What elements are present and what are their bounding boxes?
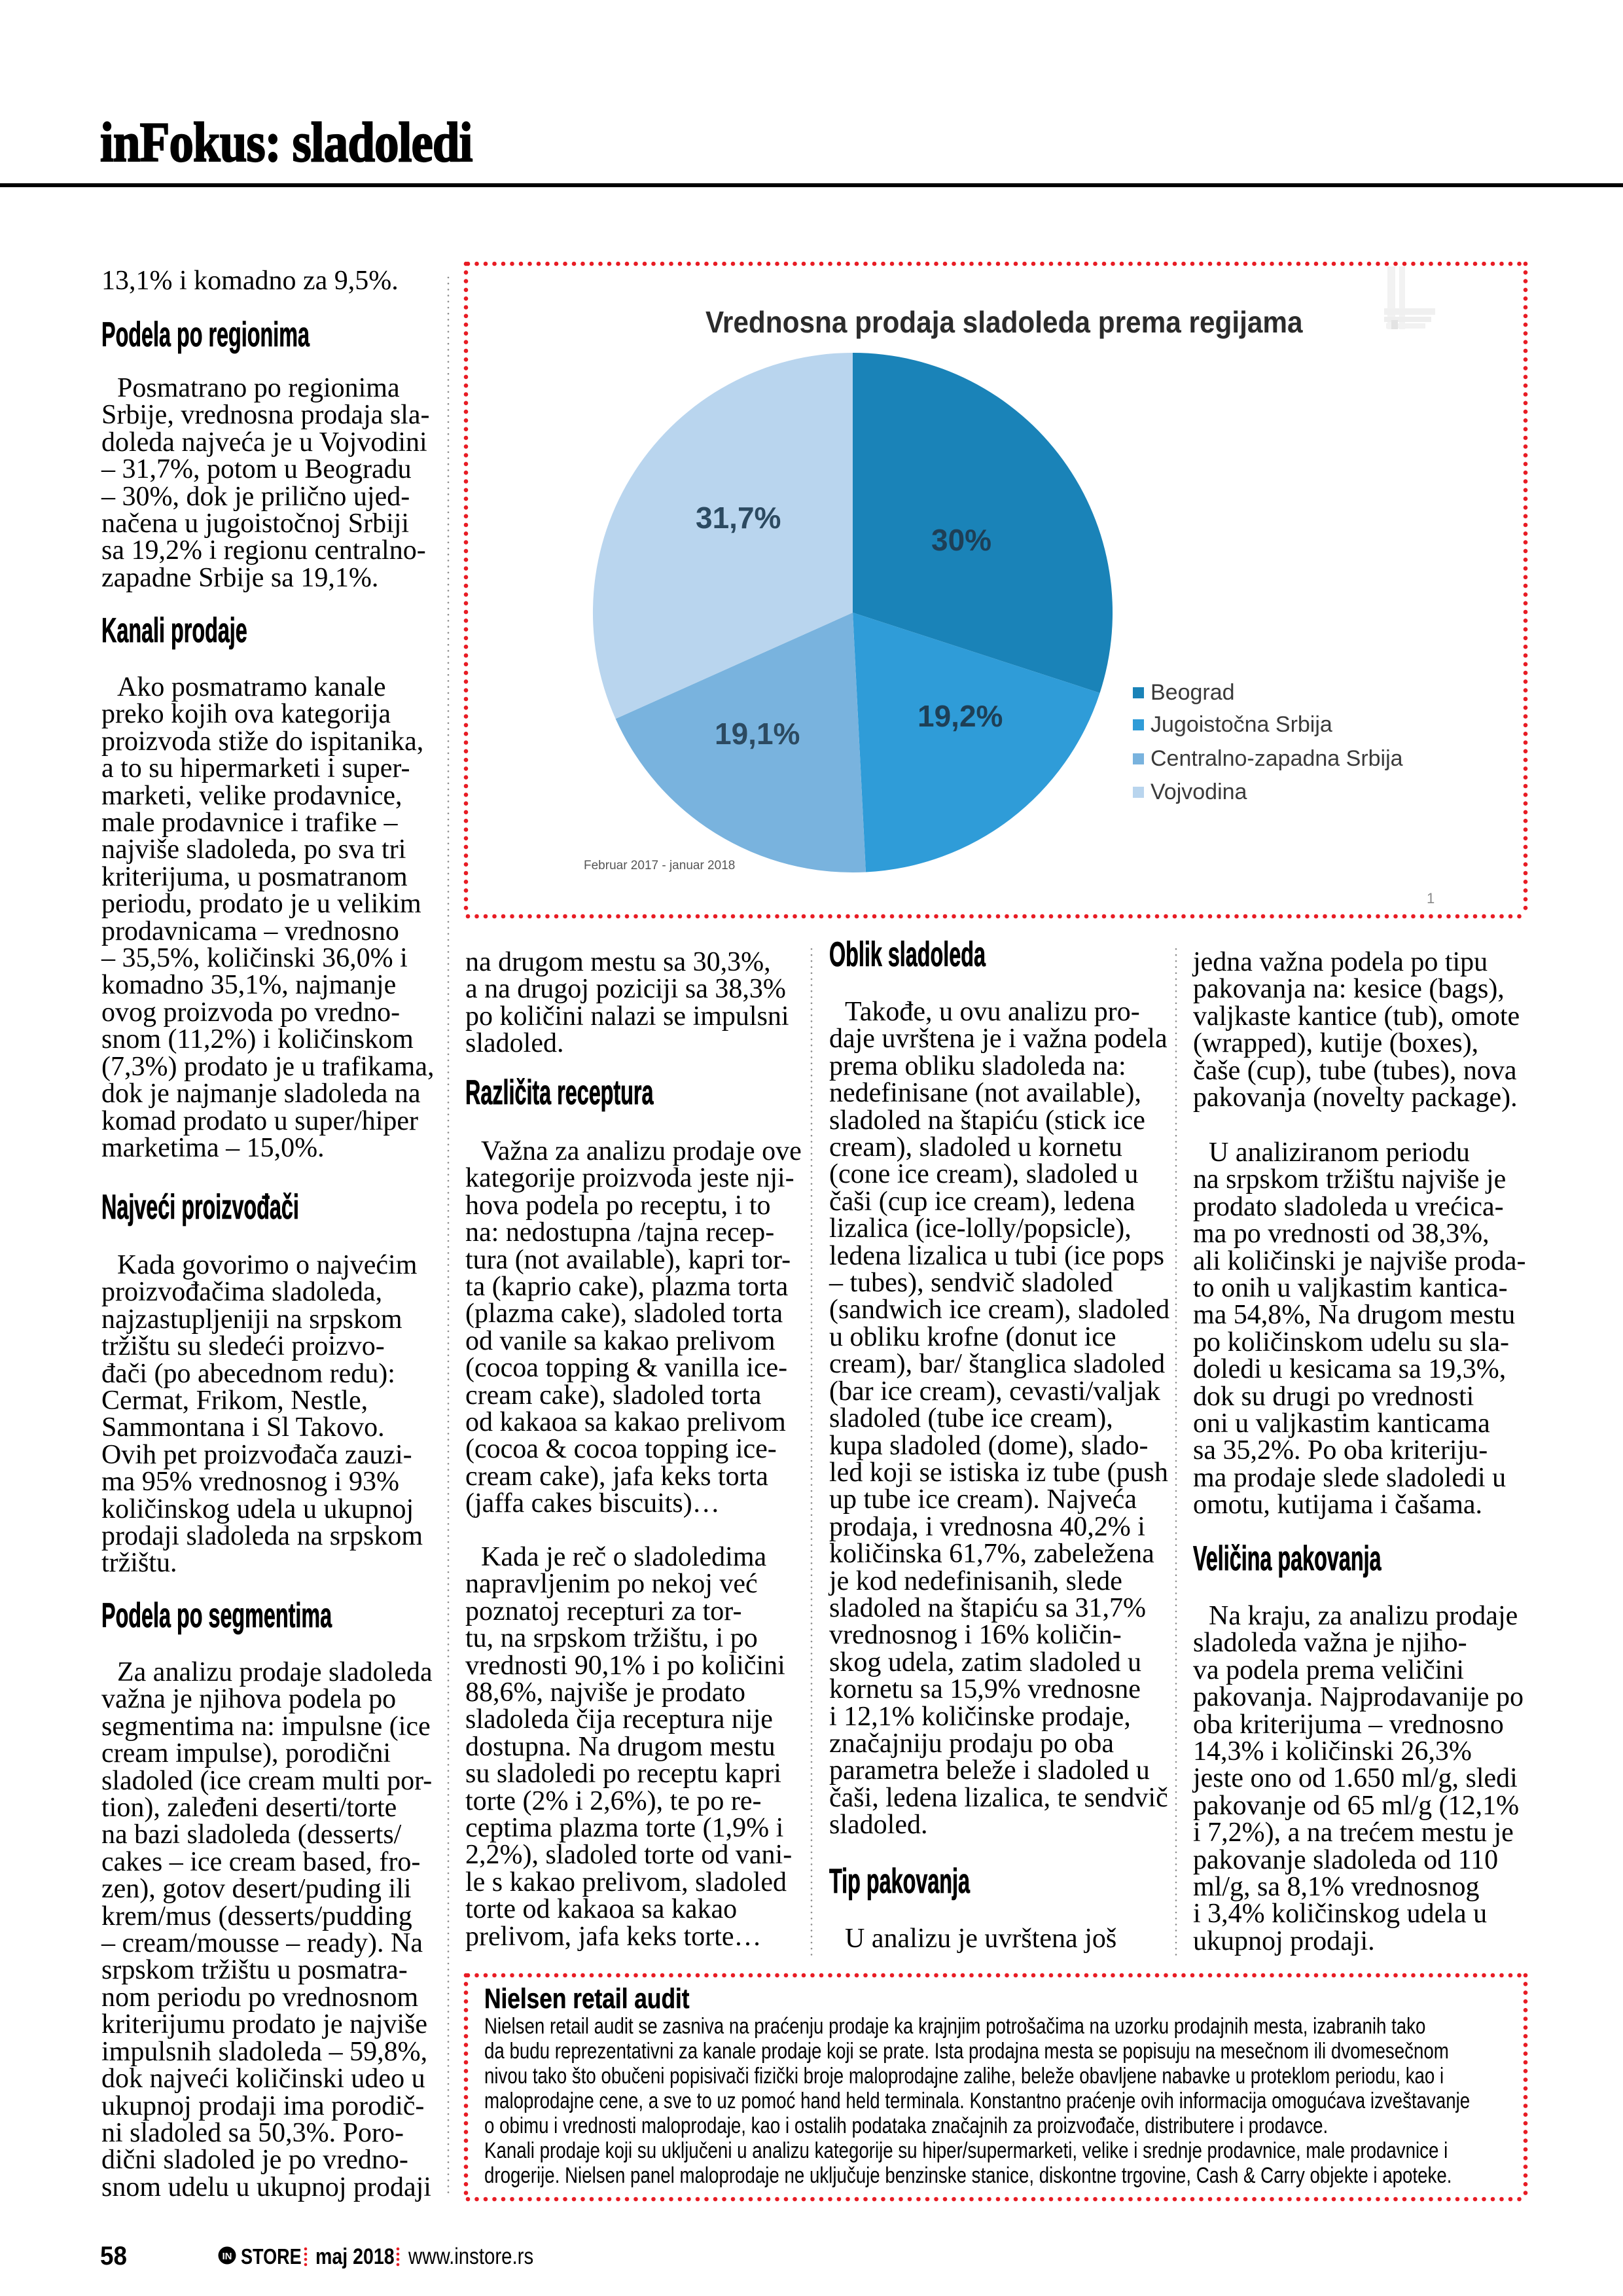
svg-text:IN: IN — [223, 2251, 232, 2262]
